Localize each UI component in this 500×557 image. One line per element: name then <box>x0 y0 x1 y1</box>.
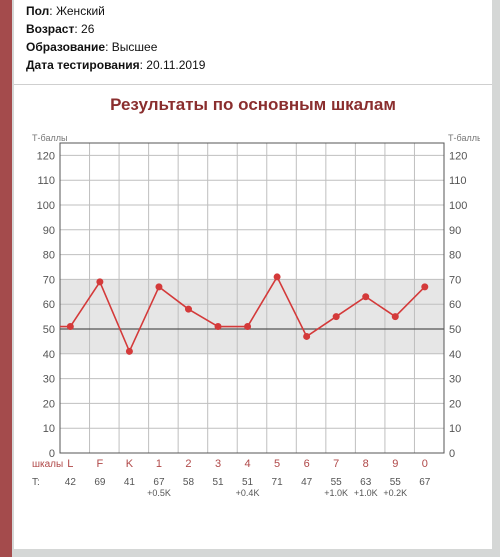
y-tick-label-left: 10 <box>43 423 55 435</box>
data-point <box>333 314 339 320</box>
t-value: 67 <box>153 477 165 488</box>
y-tick-label-left: 90 <box>43 225 55 237</box>
x-category-label: 1 <box>156 458 162 470</box>
data-point <box>392 314 398 320</box>
t-value: 67 <box>419 477 431 488</box>
x-category-label: 2 <box>185 458 191 470</box>
t-value: 71 <box>272 477 284 488</box>
y-tick-label-right: 90 <box>449 225 461 237</box>
t-sub-value: +1.0K <box>354 488 378 498</box>
header-field-value: Высшее <box>112 40 158 54</box>
y-tick-label-right: 60 <box>449 299 461 311</box>
y-tick-label-left: 30 <box>43 374 55 386</box>
t-value: 51 <box>212 477 224 488</box>
chart-plot-area: 0 0 10 10 20 20 30 30 40 40 50 50 60 60 70 70 80 80 90 90 10… <box>24 131 482 531</box>
left-accent-strip <box>0 0 12 557</box>
y-tick-label-right: 30 <box>449 374 461 386</box>
y-tick-label-left: 70 <box>43 274 55 286</box>
header-field: Образование: Высшее <box>26 38 480 56</box>
y-tick-label-left: 110 <box>37 175 55 187</box>
header-field-label: Пол <box>26 4 49 18</box>
x-category-label: 8 <box>363 458 369 470</box>
y-tick-label-right: 120 <box>449 150 467 162</box>
t-value: 69 <box>94 477 106 488</box>
t-value: 58 <box>183 477 195 488</box>
y-tick-label-right: 20 <box>449 398 461 410</box>
x-category-label: K <box>126 458 134 470</box>
y-tick-label-left: 40 <box>43 349 55 361</box>
y-tick-label-right: 80 <box>449 250 461 262</box>
report-page: Пол: ЖенскийВозраст: 26Образование: Высш… <box>14 0 492 549</box>
y-axis-title-left: Т-баллы <box>32 133 67 143</box>
y-tick-label-right: 40 <box>449 349 461 361</box>
y-tick-label-right: 0 <box>449 448 455 460</box>
t-row-label: T: <box>32 477 40 488</box>
x-category-label: 9 <box>392 458 398 470</box>
pointer-arrow <box>0 315 12 343</box>
data-point <box>274 274 280 280</box>
t-sub-value: +1.0K <box>324 488 348 498</box>
x-axis-title: шкалы <box>32 459 63 470</box>
y-axis-title-right: Т-баллы <box>448 133 480 143</box>
x-category-label: 0 <box>422 458 428 470</box>
t-value: 55 <box>390 477 402 488</box>
data-point <box>97 279 103 285</box>
subject-header: Пол: ЖенскийВозраст: 26Образование: Высш… <box>14 0 492 80</box>
x-category-label: 4 <box>245 458 251 470</box>
x-category-label: 6 <box>304 458 310 470</box>
t-sub-value: +0.2K <box>383 488 407 498</box>
data-point <box>422 284 428 290</box>
t-value: 55 <box>331 477 343 488</box>
data-point <box>156 284 162 290</box>
t-sub-value: +0.5K <box>147 488 171 498</box>
y-tick-label-right: 50 <box>449 324 461 336</box>
highlight-band <box>60 279 444 353</box>
t-value: 63 <box>360 477 372 488</box>
y-tick-label-left: 20 <box>43 398 55 410</box>
header-field: Дата тестирования: 20.11.2019 <box>26 56 480 74</box>
y-tick-label-left: 120 <box>37 150 55 162</box>
header-field-value: 26 <box>81 22 94 36</box>
x-category-label: 7 <box>333 458 339 470</box>
header-field-label: Возраст <box>26 22 74 36</box>
y-tick-label-right: 110 <box>449 175 467 187</box>
data-point <box>215 324 221 330</box>
t-value: 47 <box>301 477 313 488</box>
header-field: Пол: Женский <box>26 2 480 20</box>
data-point <box>304 333 310 339</box>
y-tick-label-right: 100 <box>449 200 467 212</box>
chart-container: 0 0 10 10 20 20 30 30 40 40 50 50 60 60 70 70 80 80 90 90 10… <box>24 131 482 531</box>
data-point <box>363 294 369 300</box>
y-tick-label-right: 70 <box>449 274 461 286</box>
data-point <box>126 348 132 354</box>
t-value: 51 <box>242 477 254 488</box>
y-tick-label-left: 80 <box>43 250 55 262</box>
chart-svg: 0 0 10 10 20 20 30 30 40 40 50 50 60 60 70 70 80 80 90 90 10… <box>24 131 480 531</box>
header-field-value: 20.11.2019 <box>146 58 205 72</box>
header-field-value: Женский <box>56 4 105 18</box>
t-value: 41 <box>124 477 136 488</box>
x-category-label: F <box>97 458 104 470</box>
t-value: 42 <box>65 477 77 488</box>
data-point <box>245 324 251 330</box>
x-category-label: 5 <box>274 458 280 470</box>
chart-title: Результаты по основным шкалам <box>14 95 492 115</box>
y-tick-label-right: 10 <box>449 423 461 435</box>
x-category-label: L <box>67 458 73 470</box>
y-tick-label-left: 60 <box>43 299 55 311</box>
data-point <box>185 306 191 312</box>
header-field: Возраст: 26 <box>26 20 480 38</box>
x-category-label: 3 <box>215 458 221 470</box>
t-sub-value: +0.4K <box>236 488 260 498</box>
header-divider <box>14 84 492 85</box>
header-field-label: Образование <box>26 40 105 54</box>
y-tick-label-left: 50 <box>43 324 55 336</box>
data-point <box>67 324 73 330</box>
y-tick-label-left: 100 <box>37 200 55 212</box>
header-field-label: Дата тестирования <box>26 58 140 72</box>
